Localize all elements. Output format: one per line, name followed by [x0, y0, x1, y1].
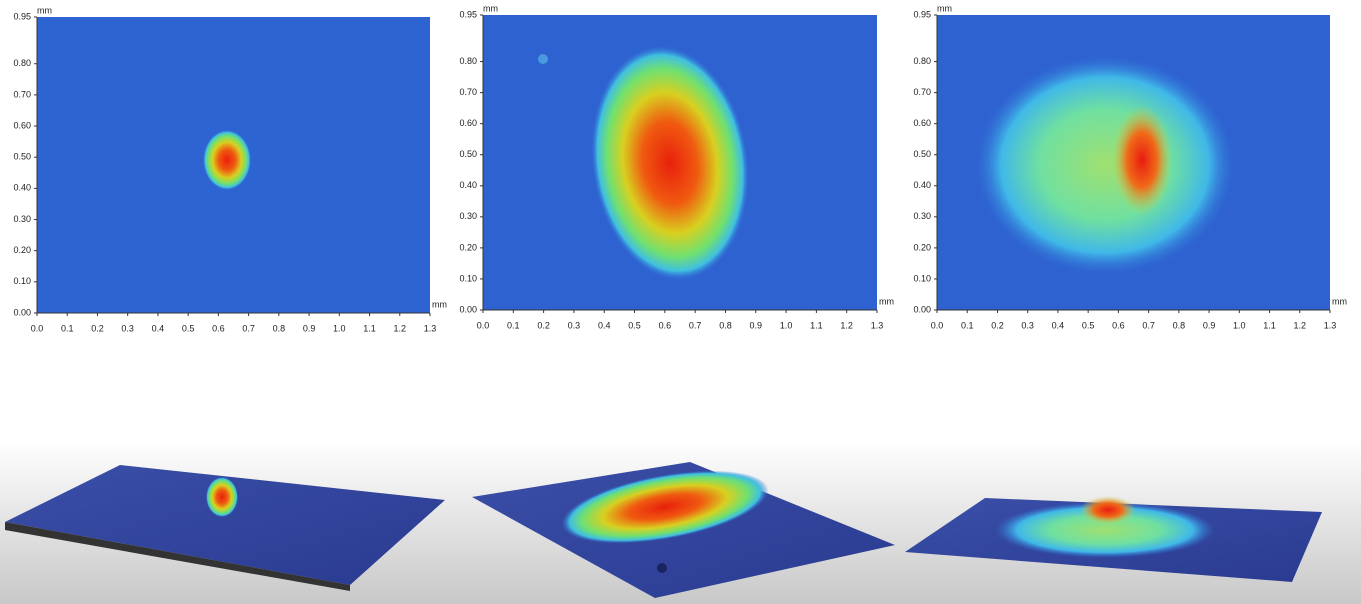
x-unit: mm: [432, 299, 447, 309]
dot: [657, 563, 667, 573]
y-tick-label: 0.80: [459, 56, 477, 66]
x-tick-label: 0.2: [991, 320, 1004, 330]
y-tick-label: 0.40: [913, 180, 931, 190]
x-tick-label: 0.4: [598, 320, 611, 330]
x-tick-label: 1.2: [394, 323, 407, 333]
y-tick-label: 0.50: [913, 149, 931, 159]
y-tick-label: 0.60: [459, 118, 477, 128]
heatmap-panel: 0.0 0.1 0.2 0.3 0.4 0.5 0.6 0.7 0.8 0.9 1.0 1.1 1.2 1…: [913, 3, 1347, 330]
y-tick-label: 0.60: [13, 120, 31, 130]
x-tick-label: 0.8: [719, 320, 732, 330]
x-tick-label: 1.1: [363, 323, 376, 333]
x-tick-label: 0.9: [1203, 320, 1216, 330]
y-tick-label: 0.20: [913, 242, 931, 252]
x-tick-label: 1.3: [1324, 320, 1337, 330]
x-tick-label: 0.8: [1173, 320, 1186, 330]
y-unit: mm: [937, 3, 952, 13]
mound: [206, 477, 238, 517]
x-tick-label: 0.7: [689, 320, 702, 330]
y-tick-label: 0.95: [913, 9, 931, 19]
x-tick-label: 1.3: [424, 323, 437, 333]
blob: [975, 55, 1235, 275]
x-tick-label: 0.5: [628, 320, 641, 330]
x-tick-label: 0.1: [961, 320, 974, 330]
x-tick-label: 0.7: [1142, 320, 1155, 330]
x-tick-label: 0.7: [242, 323, 255, 333]
y-tick-label: 0.10: [459, 273, 477, 283]
y-tick-label: 0.30: [913, 211, 931, 221]
y-tick-label: 0.20: [13, 245, 31, 255]
x-tick-label: 0.2: [91, 323, 104, 333]
y-tick-label: 0.30: [13, 214, 31, 224]
surface-3d: [472, 462, 895, 598]
y-tick-label: 0.40: [459, 180, 477, 190]
y-tick-label: 0.10: [913, 273, 931, 283]
x-unit: mm: [879, 296, 894, 306]
x-tick-label: 0.3: [121, 323, 134, 333]
x-tick-label: 0.4: [152, 323, 165, 333]
y-tick-label: 0.80: [13, 58, 31, 68]
x-tick-label: 0.1: [61, 323, 74, 333]
y-tick-label: 0.70: [13, 89, 31, 99]
blob: [203, 130, 251, 190]
x-tick-label: 0.5: [182, 323, 195, 333]
x-tick-label: 1.0: [333, 323, 346, 333]
x-tick-label: 0.3: [1021, 320, 1034, 330]
plate-edge: [5, 522, 350, 591]
x-tick-label: 1.0: [1233, 320, 1246, 330]
y-tick-label: 0.30: [459, 211, 477, 221]
x-tick-label: 0.4: [1052, 320, 1065, 330]
heatmap-panel: 0.0 0.1 0.2 0.3 0.4 0.5 0.6 0.7 0.8 0.9 1.0 1.1 1.2 1…: [459, 3, 894, 330]
x-tick-label: 0.6: [1112, 320, 1125, 330]
x-tick-label: 1.3: [871, 320, 884, 330]
core: [1112, 105, 1172, 215]
mound: [561, 470, 769, 544]
y-tick-label: 0.00: [913, 304, 931, 314]
plate: [5, 465, 445, 585]
y-tick-label: 0.40: [13, 183, 31, 193]
x-tick-label: 0.1: [507, 320, 520, 330]
y-tick-label: 0.50: [459, 149, 477, 159]
dot: [538, 54, 548, 64]
x-tick-label: 1.1: [810, 320, 823, 330]
x-tick-label: 0.9: [750, 320, 763, 330]
y-tick-label: 0.70: [459, 87, 477, 97]
y-unit: mm: [483, 3, 498, 13]
mound-core: [1080, 496, 1136, 524]
x-tick-label: 0.3: [568, 320, 581, 330]
x-tick-label: 1.1: [1263, 320, 1276, 330]
x-tick-label: 1.0: [780, 320, 793, 330]
y-tick-label: 0.00: [459, 304, 477, 314]
x-tick-label: 0.0: [31, 323, 44, 333]
y-tick-label: 0.10: [13, 276, 31, 286]
y-tick-label: 0.50: [13, 152, 31, 162]
x-tick-label: 0.6: [212, 323, 225, 333]
y-tick-label: 0.00: [13, 307, 31, 317]
y-tick-label: 0.70: [913, 87, 931, 97]
surface-3d: [5, 465, 445, 591]
mound: [995, 502, 1215, 558]
y-tick-label: 0.20: [459, 242, 477, 252]
y-tick-label: 0.60: [913, 118, 931, 128]
x-tick-label: 0.0: [477, 320, 490, 330]
x-tick-label: 0.8: [273, 323, 286, 333]
blob: [591, 45, 749, 281]
x-unit: mm: [1332, 296, 1347, 306]
y-tick-label: 0.80: [913, 56, 931, 66]
surface-3d: [905, 496, 1322, 582]
x-tick-label: 0.5: [1082, 320, 1095, 330]
x-tick-label: 1.2: [840, 320, 853, 330]
x-tick-label: 0.9: [303, 323, 316, 333]
y-unit: mm: [37, 5, 52, 15]
x-tick-label: 0.6: [659, 320, 672, 330]
x-tick-label: 0.0: [931, 320, 944, 330]
x-tick-label: 1.2: [1294, 320, 1307, 330]
x-tick-label: 0.2: [537, 320, 550, 330]
heatmap-panel: 0.0 0.1 0.2 0.3 0.4 0.5 0.6 0.7 0.8 0.9 1.0 1.1 1.2 1…: [13, 5, 447, 333]
y-tick-label: 0.95: [13, 11, 31, 21]
y-tick-label: 0.95: [459, 9, 477, 19]
